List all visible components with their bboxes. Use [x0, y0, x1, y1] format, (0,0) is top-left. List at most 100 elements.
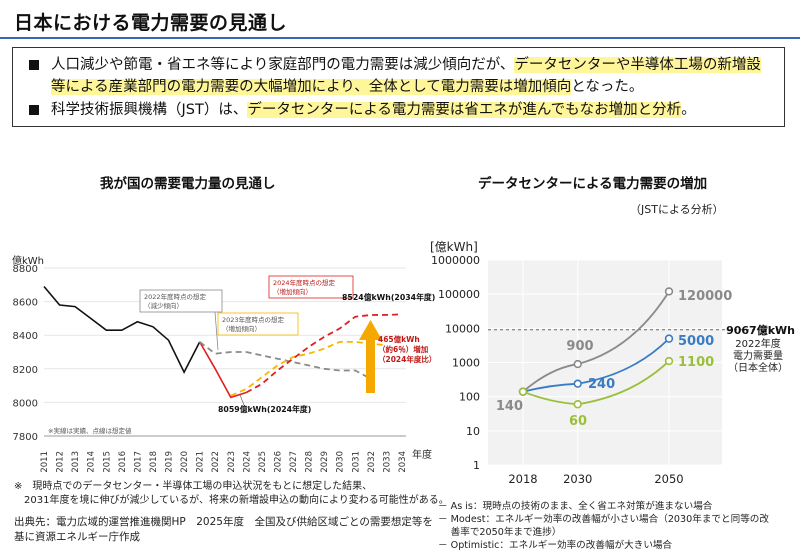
x-tick-label: 2018: [149, 451, 159, 473]
source-note: 出典先：電力広域的運営推進機関HP 2025年度 全国及び供給区域ごとの需要想定…: [14, 516, 433, 543]
start-value-label: 8059億kWh(2024年度): [218, 404, 311, 414]
y-tick-label: 100: [459, 391, 480, 404]
x-tick-label: 2029: [320, 451, 330, 473]
series-line-optimistic: [522, 360, 670, 406]
x-tick-label: 2025: [258, 451, 268, 473]
x-tick-label: 2020: [180, 451, 190, 473]
left-y-unit: 億kWh: [12, 256, 45, 267]
forecast-2024-label: 2024年度時点の想定（増加傾向）: [273, 278, 336, 296]
start-value-pointer: [239, 394, 245, 406]
y-tick-label: 8200: [13, 365, 38, 376]
x-tick-label: 2012: [56, 451, 66, 473]
x-tick-label: 2015: [102, 451, 112, 473]
x-tick-label: 2030: [563, 472, 592, 486]
left-footnote: ※ 現時点でのデータセンター・半導体工場の申込状況をもとに想定した結果、 203…: [14, 481, 449, 506]
y-tick-label: 7800: [13, 432, 38, 443]
forecast-2024-box: [268, 275, 354, 299]
summary-box: 人口減少や節電・省エネ等により家庭部門の電力需要は減少傾向だが、データセンターや…: [12, 47, 785, 127]
x-tick-label: 2031: [351, 451, 361, 473]
bullet-square-icon: [29, 60, 39, 70]
title-divider: [0, 37, 800, 39]
series-line-modest: [522, 337, 670, 393]
x-tick-label: 2024: [242, 451, 252, 473]
x-tick-label: 2023: [227, 451, 237, 473]
forecast-2022-pointer: [214, 311, 219, 351]
forecast-2022-label: 2022年度時点の想定（減少傾向）: [144, 292, 207, 310]
reference-description: 2022年度電力需要量（日本全体）: [728, 337, 788, 374]
reference-value-label: 9067億kWh: [726, 323, 795, 337]
increase-arrow-shaft: [366, 338, 375, 393]
data-point: [518, 387, 528, 396]
y-tick-label: 10000: [445, 322, 480, 335]
increase-label: 465億kWh （約6％）増加（2024年度比）: [378, 334, 436, 364]
y-tick-label: 100000: [438, 288, 480, 301]
x-tick-label: 2014: [87, 451, 97, 473]
x-tick-label: 2030: [336, 451, 346, 473]
chart-note: ※実線は実績、点線は想定値: [48, 426, 132, 435]
data-point: [573, 400, 582, 409]
x-tick-label: 2016: [118, 451, 128, 473]
forecast-2023-box: [217, 312, 299, 336]
bullet-2-tail: 。: [681, 102, 696, 118]
data-label: 5000: [678, 334, 714, 349]
legend-item: － Optimistic：エネルギー効率の改善幅が大きい場合: [438, 540, 673, 551]
data-label: 240: [588, 377, 615, 392]
data-label: 120000: [678, 289, 732, 304]
actual-line: [43, 285, 201, 374]
end-value-label: 8524億kWh(2034年度): [342, 292, 435, 302]
y-tick-label: 1000000: [431, 254, 480, 267]
data-label: 140: [496, 399, 523, 414]
y-tick-label: 1: [473, 459, 480, 472]
x-tick-label: 2026: [273, 451, 283, 473]
forecast-line: [230, 341, 387, 397]
right-log-chart: 1 10 100 1000 10000 100000 1000000 2018 2030 2050…: [431, 254, 795, 486]
y-tick-label: 8600: [13, 298, 38, 309]
forecast-2023-label: 2023年度時点の想定（増加傾向）: [222, 315, 285, 333]
x-tick-label: 2032: [367, 451, 377, 473]
data-point: [664, 356, 674, 366]
increase-arrow-head: [359, 320, 382, 340]
data-label: 60: [569, 414, 587, 429]
data-point: [573, 359, 582, 369]
bullet-1: 人口減少や節電・省エネ等により家庭部門の電力需要は減少傾向だが、データセンターや…: [23, 54, 774, 98]
left-line-chart: 7800 8000 8200 8400 8600 8800 2011 2012 2013 2014…: [13, 264, 437, 473]
page-title: 日本における電力需要の見通し: [14, 12, 288, 34]
y-tick-label: 10: [466, 425, 480, 438]
forecast-line: [245, 313, 403, 394]
legend-item: － Modest：エネルギー効率の改善幅が小さい場合（2030年までと同等の改 …: [438, 514, 769, 538]
x-tick-label: 2019: [165, 451, 175, 473]
x-tick-label: 2022: [211, 451, 221, 473]
bullet-1-highlight-b: 等による産業部門の電力需要の大幅増加により、全体として電力需要は増加傾向: [51, 79, 572, 95]
x-tick-label: 2027: [289, 451, 299, 473]
x-tick-label: 2034: [398, 451, 408, 473]
x-tick-label: 2011: [40, 451, 50, 473]
bullet-2-highlight: データセンターによる電力需要は省エネが進んでもなお増加と分析: [247, 102, 682, 118]
y-tick-label: 8000: [13, 398, 38, 409]
bullet-1-highlight-a: データセンターや半導体工場の新増設: [514, 57, 761, 73]
left-chart-title: 我が国の需要電力量の見通し: [100, 176, 276, 192]
right-chart-title: データセンターによる電力需要の増加: [478, 176, 708, 192]
forecast-2022-box: [139, 289, 223, 313]
data-label: 900: [566, 339, 593, 354]
x-axis-unit: 年度: [412, 448, 432, 461]
x-tick-label: 2018: [508, 472, 537, 486]
right-y-unit: [億kWh]: [430, 240, 478, 254]
data-label: 1100: [678, 355, 714, 370]
data-point: [664, 287, 674, 296]
x-tick-label: 2033: [382, 451, 392, 473]
legend-item: － As is：現時点の技術のまま、全く省エネ対策が進まない場合: [438, 501, 713, 512]
bullet-1-text: 人口減少や節電・省エネ等により家庭部門の電力需要は減少傾向だが、: [51, 57, 515, 73]
y-tick-label: 8400: [13, 331, 38, 342]
x-tick-label: 2013: [71, 451, 81, 473]
series-line-as-is: [522, 290, 670, 393]
y-tick-label: 8800: [13, 264, 38, 275]
bullet-2-text: 科学技術振興機構（JST）は、: [51, 102, 248, 118]
bullet-1-tail: となった。: [571, 79, 644, 95]
data-point: [664, 334, 674, 343]
actual-line: [199, 341, 247, 399]
bullet-2: 科学技術振興機構（JST）は、データセンターによる電力需要は省エネが進んでもなお…: [23, 99, 774, 121]
data-point: [573, 379, 582, 388]
y-tick-label: 1000: [452, 357, 480, 370]
x-tick-label: 2050: [654, 472, 683, 486]
bullet-square-icon: [29, 105, 39, 115]
